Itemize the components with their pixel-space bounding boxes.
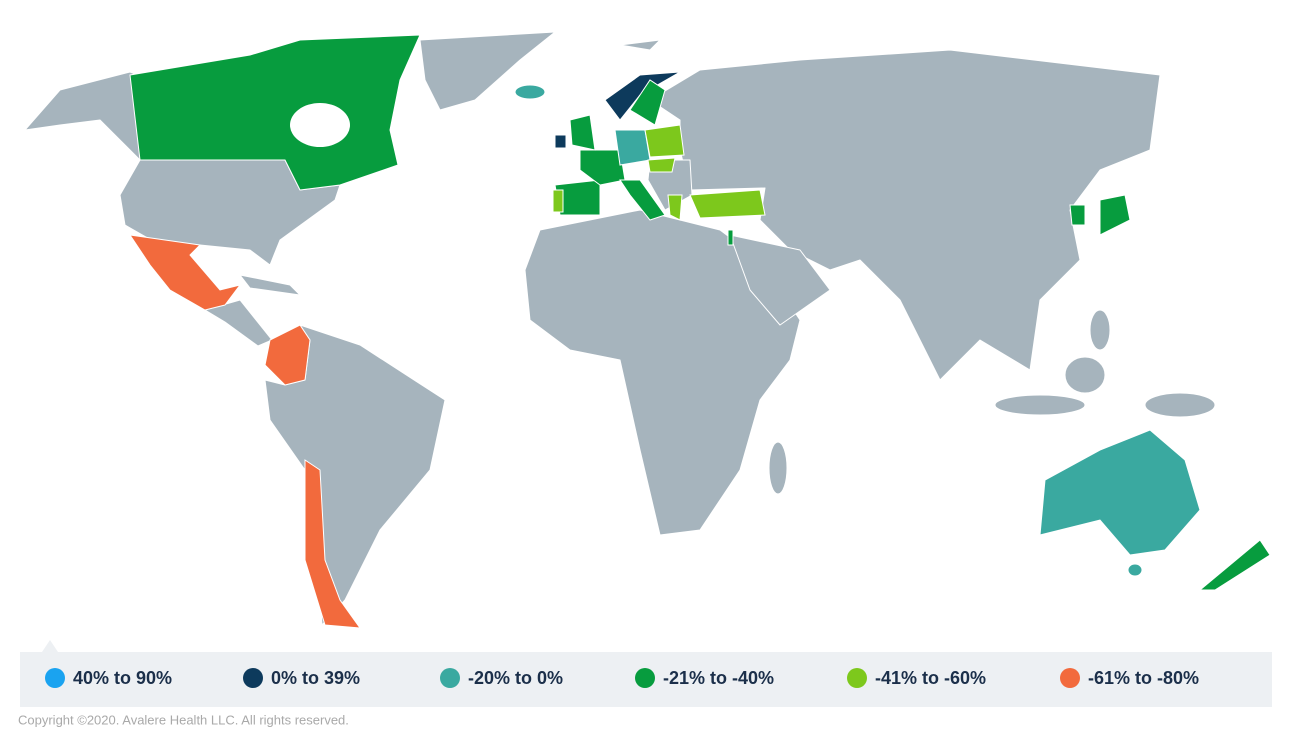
greenland (419, 31, 556, 111)
hudson-bay (290, 103, 350, 147)
new-zealand (1198, 539, 1271, 591)
australia (1039, 429, 1201, 556)
copyright: Copyright ©2020. Avalere Health LLC. All… (18, 712, 349, 727)
caribbean (239, 274, 301, 296)
legend-swatch (440, 668, 460, 688)
legend-label: -20% to 0% (468, 668, 563, 688)
legend-swatch (1060, 668, 1080, 688)
legend-swatch (847, 668, 867, 688)
italy (619, 179, 666, 221)
japan (1099, 194, 1131, 236)
ireland (554, 134, 567, 149)
greece (667, 194, 683, 221)
turkey (689, 189, 766, 219)
colombia (264, 324, 311, 386)
legend-label: 40% to 90% (73, 668, 172, 688)
poland (644, 124, 685, 158)
norway (604, 71, 681, 121)
tasmania (1127, 563, 1143, 577)
hungary (647, 157, 676, 173)
legend-label: -61% to -80% (1088, 668, 1199, 688)
madagascar (768, 441, 788, 495)
eurasia (649, 49, 1161, 381)
mexico (128, 234, 242, 311)
legend-label: 0% to 39% (271, 668, 360, 688)
legend-swatch (635, 668, 655, 688)
borneo (1064, 356, 1106, 394)
indonesia (994, 394, 1086, 416)
arabia (729, 234, 831, 326)
philippines (1089, 309, 1111, 351)
chile (304, 459, 362, 629)
korea (1069, 204, 1086, 226)
svalbard (619, 39, 661, 51)
legend-pointer (42, 640, 58, 652)
world-map (24, 31, 1271, 629)
new-guinea (1144, 392, 1216, 418)
uk (569, 114, 596, 151)
central-america (204, 299, 273, 347)
legend: 40% to 90% 0% to 39% -20% to 0% -21% to -40… (45, 668, 1199, 688)
legend-swatch (243, 668, 263, 688)
israel (727, 229, 734, 246)
portugal (552, 189, 564, 213)
canada (129, 34, 421, 191)
germany (614, 129, 651, 166)
legend-label: -41% to -60% (875, 668, 986, 688)
iceland (514, 84, 546, 100)
france (579, 149, 626, 186)
legend-swatch (45, 668, 65, 688)
legend-label: -21% to -40% (663, 668, 774, 688)
sweden-finland (629, 79, 666, 126)
